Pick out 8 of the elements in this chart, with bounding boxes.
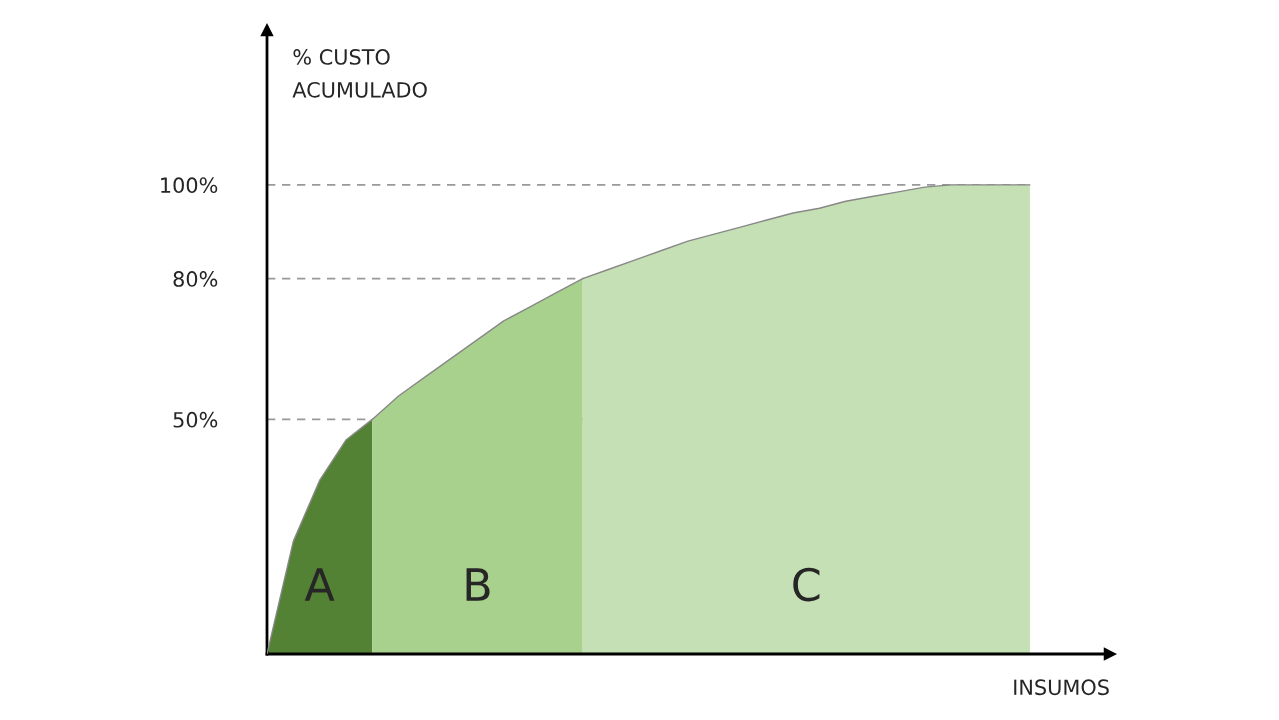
- y-tick-label: 50%: [173, 411, 218, 428]
- y-axis-title: % CUSTO ACUMULADO: [292, 49, 427, 98]
- series-label: A: [304, 568, 335, 601]
- y-tick-label: 80%: [173, 271, 218, 287]
- x-axis-title: INSUMOS: [1014, 679, 1109, 696]
- series-label: C: [793, 567, 820, 602]
- y-tick-label: 100%: [161, 177, 218, 194]
- series-label: B: [466, 568, 490, 601]
